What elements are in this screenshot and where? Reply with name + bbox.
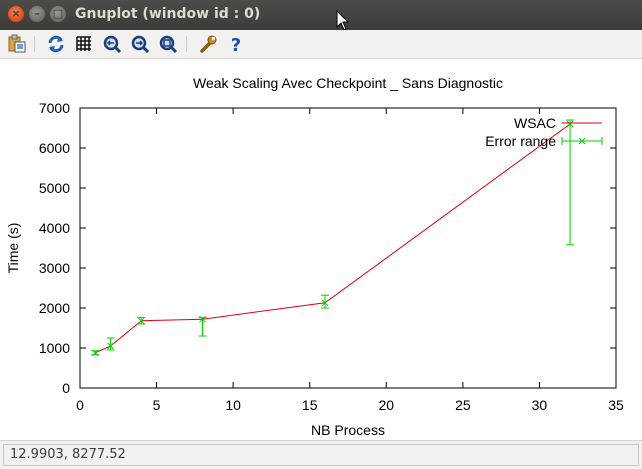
autoscale-button[interactable] (158, 34, 178, 54)
coordinates-text: 12.9903, 8277.52 (10, 447, 126, 462)
y-tick-label: 4000 (39, 220, 70, 236)
toolbar-separator (186, 36, 187, 52)
settings-icon (200, 35, 217, 53)
maximize-window-button[interactable]: □ (50, 6, 66, 22)
wsac-series-line (95, 123, 571, 354)
x-tick-label: 15 (302, 397, 318, 413)
plot-area[interactable]: Weak Scaling Avec Checkpoint _ Sans Diag… (0, 59, 642, 440)
y-tick-label: 6000 (39, 140, 70, 156)
axes: 0 5 10 15 20 25 30 35 0 1000 2000 3000 4000 5000 6000 7… (39, 100, 624, 413)
x-tick-label: 0 (76, 397, 84, 413)
y-tick-label: 3000 (39, 260, 70, 276)
data-point-marker (91, 349, 99, 357)
window-title: Gnuplot (window id : 0) (75, 6, 261, 22)
y-tick-label: 1000 (39, 340, 70, 356)
legend-swatch-marker (578, 137, 586, 145)
help-icon: ? (231, 35, 241, 56)
legend-label-error-range: Error range (485, 133, 556, 149)
replot-button[interactable] (46, 34, 66, 54)
chart: Weak Scaling Avec Checkpoint _ Sans Diag… (5, 75, 624, 438)
copy-to-clipboard-icon (8, 34, 26, 53)
copy-to-clipboard-button[interactable] (7, 34, 27, 54)
plot-frame (79, 107, 617, 389)
autoscale-icon (159, 35, 178, 54)
x-tick-label: 10 (225, 397, 241, 413)
data-point-marker (107, 342, 114, 350)
data-point-marker (199, 315, 206, 323)
toolbar: ? (0, 30, 642, 59)
data-point-marker (137, 317, 145, 325)
help-button[interactable]: ? (226, 34, 246, 56)
replot-icon (48, 35, 64, 53)
legend: WSAC Error range (485, 115, 603, 149)
zoom-next-button[interactable] (130, 34, 150, 54)
zoom-previous-button[interactable] (102, 34, 122, 54)
grid-icon (76, 36, 91, 51)
y-tick-label: 5000 (39, 180, 70, 196)
data-point-marker (566, 120, 574, 128)
x-tick-label: 5 (153, 397, 161, 413)
coordinates-readout: 12.9903, 8277.52 (3, 444, 639, 466)
y-tick-label: 2000 (39, 300, 70, 316)
zoom-next-icon (131, 35, 150, 54)
chart-title: Weak Scaling Avec Checkpoint _ Sans Diag… (193, 75, 503, 91)
close-window-button[interactable]: × (8, 6, 24, 22)
y-axis-label: Time (s) (5, 223, 21, 274)
title-bar[interactable]: × – □ Gnuplot (window id : 0) (0, 0, 642, 31)
settings-button[interactable] (198, 34, 218, 54)
y-tick-label: 0 (62, 380, 70, 396)
x-tick-label: 30 (532, 397, 548, 413)
toolbar-separator (34, 36, 35, 52)
close-icon: × (11, 7, 21, 20)
status-bar: 12.9903, 8277.52 (0, 440, 642, 469)
x-tick-label: 20 (378, 397, 394, 413)
data-point-marker (321, 299, 329, 307)
legend-label-wsac: WSAC (514, 115, 556, 131)
minimize-icon: – (34, 7, 40, 20)
maximize-icon: □ (52, 7, 64, 20)
x-tick-label: 35 (608, 397, 624, 413)
mouse-pointer-icon (336, 10, 350, 31)
x-axis-label: NB Process (311, 422, 385, 438)
zoom-previous-icon (103, 35, 122, 54)
svg-text:?: ? (231, 35, 241, 54)
x-tick-label: 25 (455, 397, 471, 413)
y-tick-label: 7000 (39, 100, 70, 116)
grid-button[interactable] (74, 34, 94, 54)
series-layer (91, 119, 575, 357)
minimize-window-button[interactable]: – (29, 6, 45, 22)
